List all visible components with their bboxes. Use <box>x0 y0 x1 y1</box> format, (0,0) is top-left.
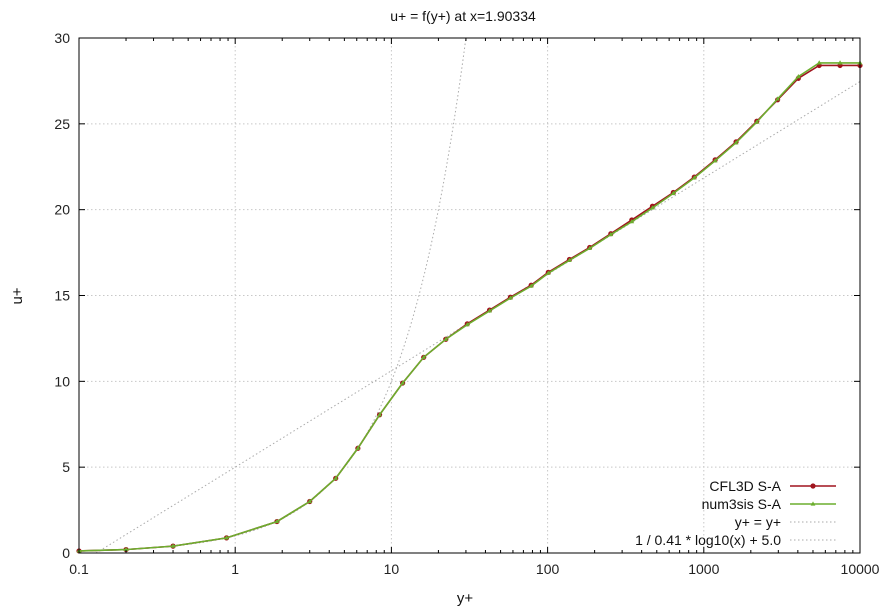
legend: CFL3D S-A num3sis S-A y+ = y+ 1 / 0.41 * lo… <box>635 478 836 548</box>
series-point-1 <box>754 119 760 124</box>
series-point-1 <box>587 245 593 250</box>
chart-title: u+ = f(y+) at x=1.90334 <box>390 8 536 24</box>
series-point-1 <box>608 231 614 237</box>
series-point-1 <box>816 60 822 65</box>
y-tick-label: 30 <box>54 30 70 46</box>
series-point-1 <box>795 74 801 79</box>
series-point-1 <box>567 257 572 262</box>
series-line-1 <box>78 62 860 552</box>
series-point-1 <box>377 412 382 417</box>
series-point-1 <box>274 518 280 524</box>
x-axis-title: y+ <box>457 590 474 607</box>
y-axis-title: u+ <box>9 287 26 304</box>
series-point-1 <box>508 295 513 300</box>
series-point-1 <box>712 158 718 163</box>
series-point-1 <box>421 354 427 359</box>
series-point-1 <box>691 175 697 180</box>
series-point-1 <box>733 140 739 145</box>
series-point-1 <box>775 96 780 101</box>
series-point-1 <box>528 283 534 288</box>
series-point-1 <box>224 535 229 540</box>
series-point-1 <box>443 336 449 341</box>
ticks: 0.1 1 10 100 1000 10000 0 5 10 15 20 25 30 <box>54 30 879 577</box>
series-point-1 <box>170 543 176 548</box>
series-point-1 <box>545 270 551 275</box>
y-tick-label: 5 <box>62 459 70 475</box>
series-point-1 <box>670 190 676 195</box>
x-tick-label: 100 <box>536 561 560 577</box>
x-tick-label: 0.1 <box>69 561 89 577</box>
y-tick-label: 25 <box>54 116 70 132</box>
series-point-1 <box>650 205 655 210</box>
grid <box>79 38 860 553</box>
legend-label-2: y+ = y+ <box>735 514 781 530</box>
y-tick-label: 20 <box>54 202 70 218</box>
series-point-1 <box>355 445 361 450</box>
series-point-1 <box>464 322 470 327</box>
y-tick-label: 15 <box>54 288 70 304</box>
series-point-1 <box>629 219 635 224</box>
legend-label-1: num3sis S-A <box>702 496 782 512</box>
x-tick-label: 1 <box>231 561 239 577</box>
series-point-1 <box>487 308 492 313</box>
series-point-1 <box>400 380 406 385</box>
y-tick-label: 0 <box>62 545 70 561</box>
series-point-1 <box>333 475 339 480</box>
curves <box>76 38 863 554</box>
x-tick-label: 10 <box>384 561 400 577</box>
x-tick-label: 1000 <box>688 561 719 577</box>
series-point-1 <box>307 498 313 504</box>
legend-marker-1 <box>810 501 816 506</box>
x-tick-label: 10000 <box>841 561 880 577</box>
legend-label-3: 1 / 0.41 * log10(x) + 5.0 <box>635 532 781 548</box>
legend-marker-0 <box>810 483 816 489</box>
legend-label-0: CFL3D S-A <box>709 478 781 494</box>
series-point-1 <box>123 546 129 552</box>
reference-curve-3 <box>95 81 860 553</box>
y-tick-label: 10 <box>54 373 70 389</box>
series-point-1 <box>837 60 843 65</box>
